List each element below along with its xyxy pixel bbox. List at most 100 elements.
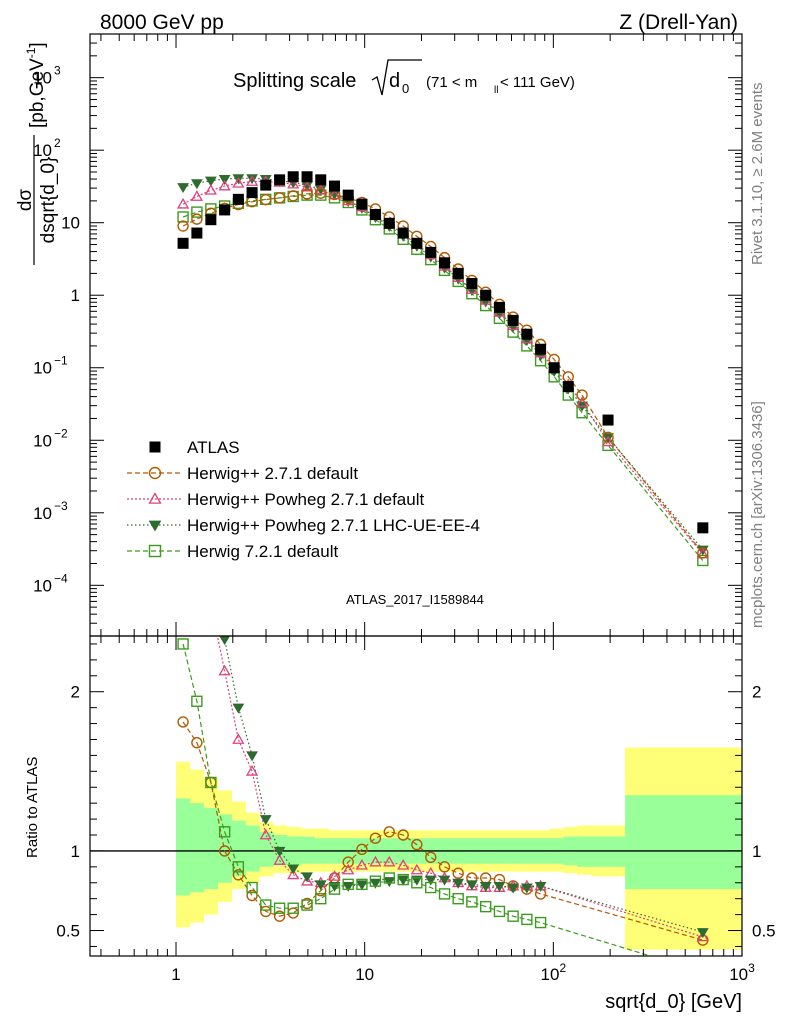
data-point bbox=[245, 175, 259, 186]
ratio-point bbox=[452, 878, 465, 889]
sqrt-subscript: 0 bbox=[402, 81, 409, 96]
ratio-point bbox=[356, 843, 368, 856]
ratio-herwig-7-2-1-default bbox=[182, 643, 653, 956]
data-point bbox=[356, 198, 368, 210]
ratio-point bbox=[369, 875, 382, 887]
sqrt-radical bbox=[371, 59, 422, 96]
ratio-point bbox=[245, 765, 259, 776]
data-point bbox=[300, 180, 314, 192]
data-point bbox=[602, 431, 614, 443]
ratio-point bbox=[232, 861, 245, 873]
ratio-point bbox=[696, 928, 709, 939]
ylabel-denominator: dsqrt{d_0} bbox=[38, 157, 59, 244]
ratio-point bbox=[383, 826, 395, 838]
legend-label: Herwig++ 2.7.1 default bbox=[187, 464, 358, 483]
data-point bbox=[191, 206, 203, 218]
title-range-pre: (71 < m bbox=[426, 74, 477, 91]
y-tick-label: 1 bbox=[71, 286, 80, 305]
ratio-point bbox=[328, 870, 341, 881]
data-point bbox=[562, 381, 574, 393]
y-tick-label: 10 bbox=[61, 214, 80, 233]
ratio-point bbox=[425, 881, 437, 894]
x-tick-label: 102 bbox=[541, 961, 567, 984]
ratio-point bbox=[493, 905, 506, 918]
ratio-point bbox=[466, 880, 478, 891]
title-range-post: < 111 GeV) bbox=[500, 74, 575, 91]
y-tick-label: 10 −2 bbox=[33, 426, 68, 450]
ratio-y-tick-label-right: 1 bbox=[752, 842, 761, 861]
data-point bbox=[232, 176, 245, 188]
data-point bbox=[191, 227, 203, 239]
ratio-point bbox=[259, 828, 272, 840]
plot-title: Splitting scale d 0 (71 < m ll < 111 GeV… bbox=[233, 59, 575, 96]
ratio-point bbox=[301, 899, 313, 911]
data-point bbox=[191, 213, 203, 225]
ratio-point bbox=[355, 858, 369, 870]
data-point bbox=[383, 217, 395, 229]
ratio-point bbox=[287, 902, 299, 914]
ratio-point bbox=[218, 845, 231, 857]
header-left: 8000 GeV pp bbox=[100, 11, 224, 34]
legend-marker bbox=[148, 492, 162, 504]
legend-label: Herwig++ Powheg 2.7.1 LHC-UE-EE-4 bbox=[187, 516, 480, 535]
ratio-point bbox=[356, 878, 368, 891]
data-point bbox=[218, 179, 231, 191]
markers-atlas bbox=[177, 171, 709, 534]
ratio-point bbox=[411, 877, 423, 889]
data-point bbox=[176, 197, 190, 209]
x-tick-label: 10 bbox=[355, 965, 374, 984]
ratio-frame bbox=[89, 635, 743, 957]
y-ticks-ratio: 0.5 0.5 1 1 2 2 bbox=[56, 643, 776, 947]
ratio-point bbox=[260, 905, 272, 918]
data-point bbox=[548, 362, 560, 374]
ratio-point bbox=[397, 829, 409, 841]
ratio-point bbox=[383, 872, 395, 884]
legend-item: Herwig++ Powheg 2.7.1 default bbox=[127, 490, 424, 509]
legend-item: Herwig++ Powheg 2.7.1 LHC-UE-EE-4 bbox=[127, 516, 480, 535]
ratio-point bbox=[410, 863, 423, 875]
legend-marker bbox=[149, 441, 161, 453]
main-ylabel: dσ dsqrt{d_0} [pb,GeV-1] bbox=[15, 42, 59, 265]
data-point bbox=[575, 396, 589, 408]
ratio-point bbox=[342, 881, 355, 892]
data-point bbox=[576, 389, 588, 401]
ratio-point bbox=[177, 638, 189, 650]
legend-label: Herwig++ Powheg 2.7.1 default bbox=[187, 490, 424, 509]
legend-marker bbox=[148, 520, 162, 532]
band-stat-bin bbox=[591, 836, 626, 867]
y-tick-label: 10 2 bbox=[33, 136, 61, 160]
ratio-point bbox=[218, 826, 231, 838]
data-point bbox=[301, 188, 313, 200]
band-stat-bin bbox=[245, 825, 260, 872]
data-point bbox=[246, 187, 258, 199]
data-point bbox=[204, 176, 217, 187]
ratio-point bbox=[287, 868, 300, 880]
data-point bbox=[191, 179, 203, 190]
ratio-line bbox=[216, 636, 703, 938]
ratio-y-tick-label-right: 2 bbox=[752, 683, 761, 702]
series-line bbox=[182, 194, 704, 561]
ratio-point bbox=[260, 899, 272, 911]
ratio-point bbox=[424, 875, 437, 886]
data-point bbox=[204, 183, 217, 195]
ratio-herwig-powheg-2-7-1-lhc-ue-ee-4 bbox=[223, 636, 703, 933]
ratio-point bbox=[425, 851, 437, 863]
series-line bbox=[182, 192, 704, 554]
ratio-point bbox=[177, 716, 189, 728]
ratio-point bbox=[342, 878, 354, 891]
ylabel-unit: [pb,GeV-1] bbox=[24, 42, 48, 128]
ratio-point bbox=[342, 856, 354, 868]
ratio-point bbox=[273, 902, 286, 914]
ratio-point bbox=[191, 695, 203, 707]
data-point bbox=[369, 208, 381, 220]
data-point bbox=[480, 289, 492, 301]
ratio-point bbox=[273, 846, 286, 857]
ratio-point bbox=[246, 751, 258, 762]
ratio-point bbox=[342, 863, 355, 875]
data-point bbox=[535, 343, 547, 355]
data-point bbox=[177, 183, 189, 194]
ratio-point bbox=[246, 889, 258, 902]
data-point bbox=[287, 171, 299, 183]
ratio-point bbox=[438, 875, 451, 886]
